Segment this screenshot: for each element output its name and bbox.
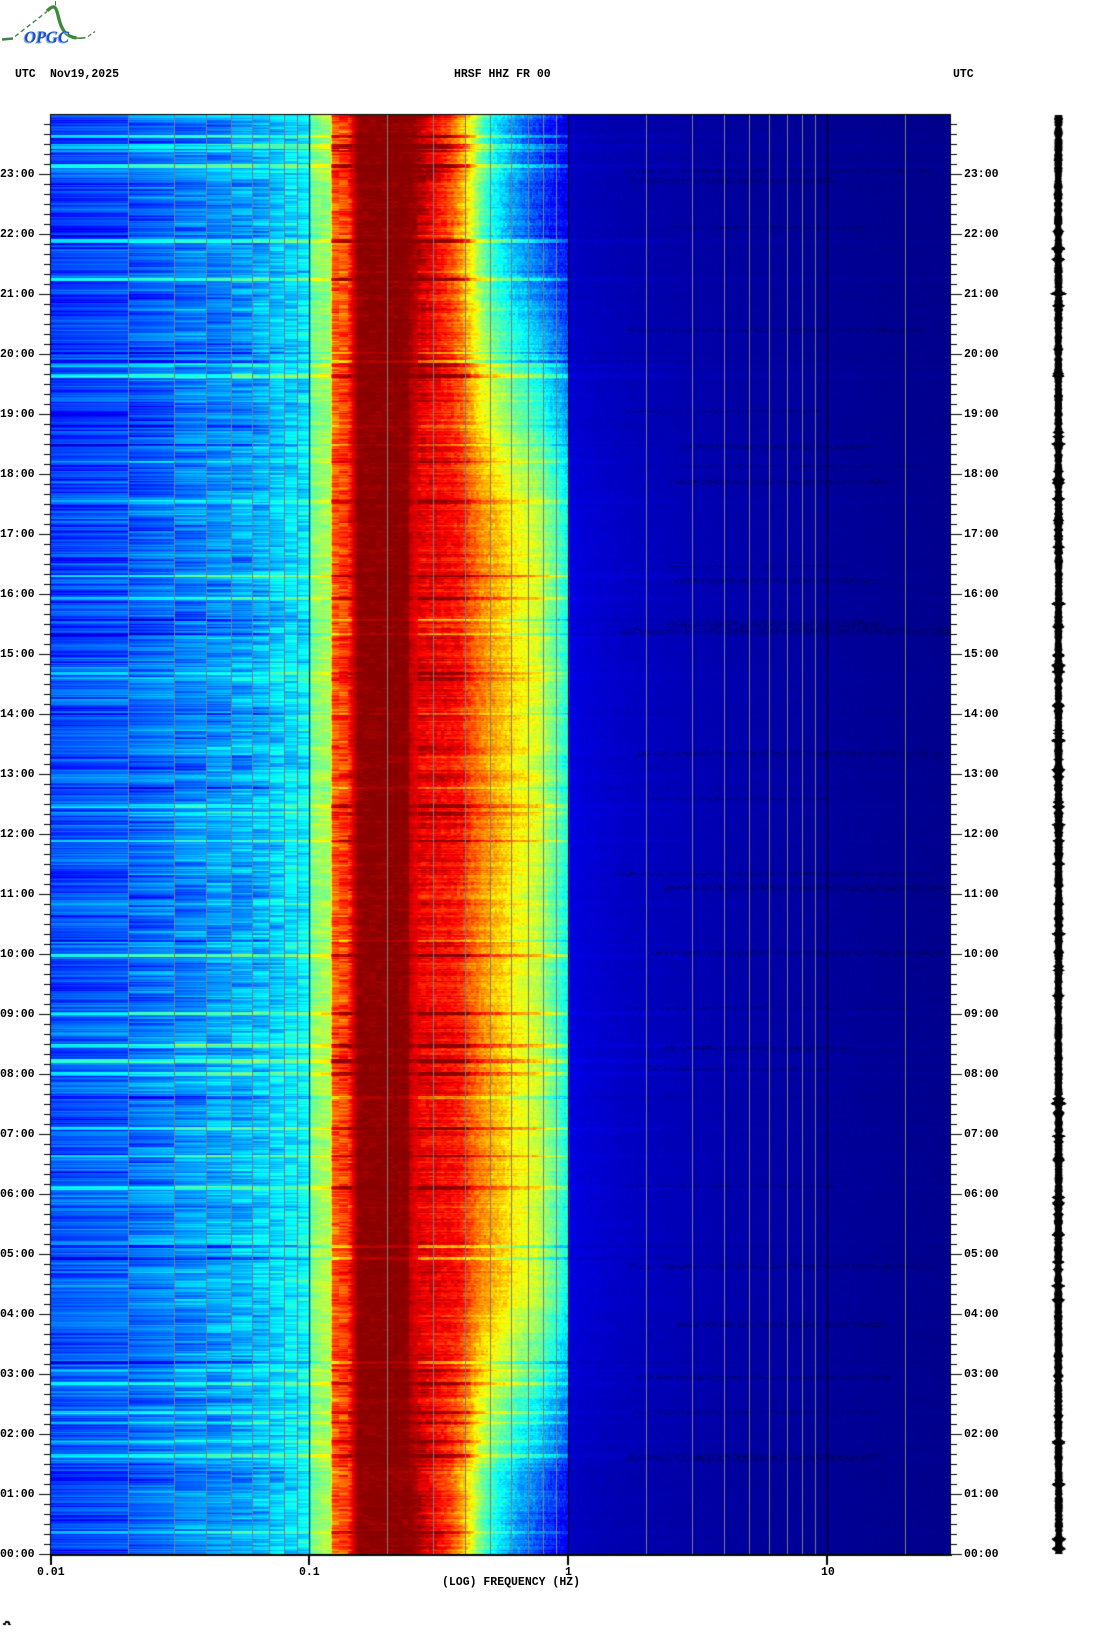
svg-text:OPGC: OPGC <box>23 29 69 48</box>
svg-text:OPGC: OPGC <box>24 28 70 47</box>
